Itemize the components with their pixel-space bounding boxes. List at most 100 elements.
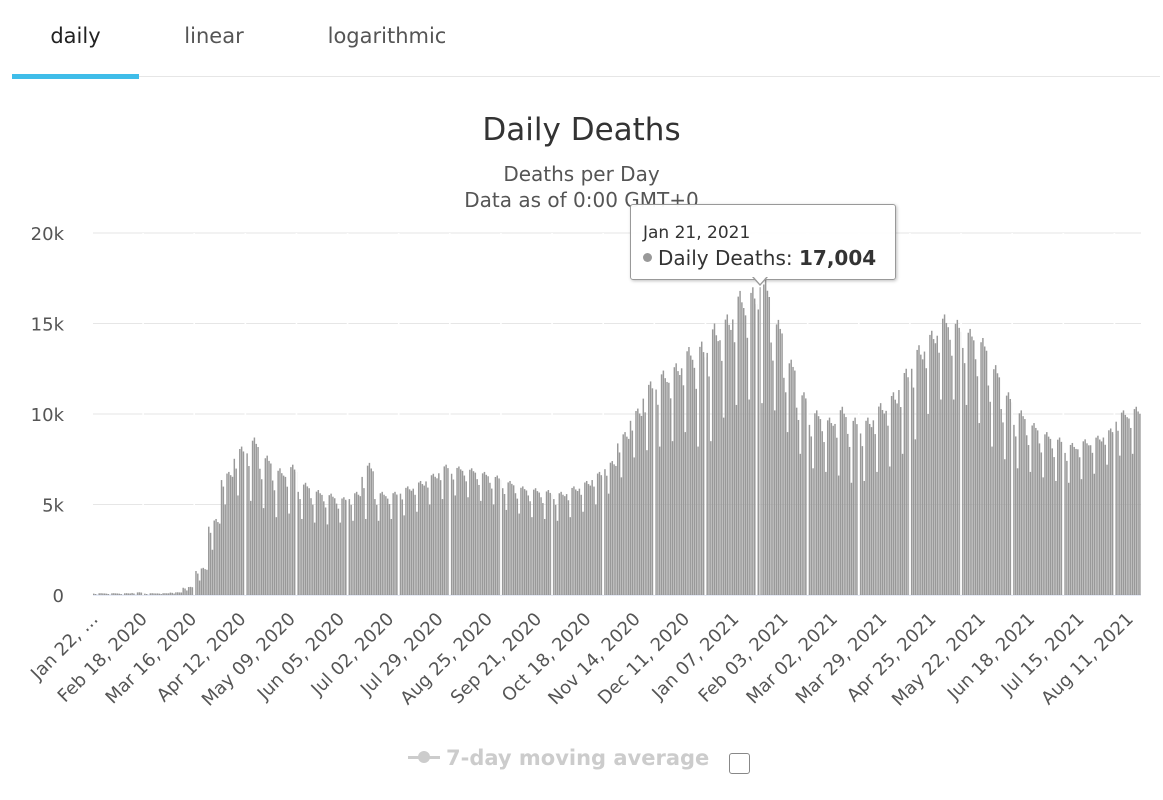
daily-bar[interactable] xyxy=(299,499,301,595)
daily-bar[interactable] xyxy=(133,593,135,595)
daily-bar[interactable] xyxy=(852,420,855,595)
daily-bar[interactable] xyxy=(228,471,230,595)
daily-bar[interactable] xyxy=(403,515,405,595)
daily-bar[interactable] xyxy=(974,359,977,595)
daily-bar[interactable] xyxy=(1027,445,1030,595)
daily-bar[interactable] xyxy=(553,499,555,595)
daily-bar[interactable] xyxy=(768,296,771,595)
daily-bar[interactable] xyxy=(584,482,586,595)
daily-bar[interactable] xyxy=(536,491,539,595)
daily-bar[interactable] xyxy=(467,497,469,595)
daily-bar[interactable] xyxy=(567,500,570,595)
daily-bar[interactable] xyxy=(138,592,141,595)
daily-bar[interactable] xyxy=(925,368,928,595)
daily-bar[interactable] xyxy=(646,450,648,595)
daily-bar[interactable] xyxy=(505,509,508,595)
daily-bar[interactable] xyxy=(266,455,268,595)
daily-bar[interactable] xyxy=(648,384,650,595)
daily-bar[interactable] xyxy=(470,468,473,595)
daily-bar[interactable] xyxy=(1075,448,1077,595)
daily-bar[interactable] xyxy=(695,388,697,595)
daily-bar[interactable] xyxy=(1053,457,1055,595)
daily-bar[interactable] xyxy=(834,423,836,595)
daily-bar[interactable] xyxy=(746,337,749,595)
daily-bar[interactable] xyxy=(317,490,320,595)
daily-bar[interactable] xyxy=(872,420,875,595)
daily-bar[interactable] xyxy=(1108,430,1110,595)
daily-bar[interactable] xyxy=(277,470,279,595)
daily-bar[interactable] xyxy=(290,467,292,595)
legend-moving-average[interactable]: 7-day moving average xyxy=(408,746,709,776)
daily-bar[interactable] xyxy=(195,571,197,595)
daily-bar[interactable] xyxy=(549,492,551,595)
daily-bar[interactable] xyxy=(270,463,272,595)
tab-daily[interactable]: daily xyxy=(50,24,101,48)
daily-bar[interactable] xyxy=(511,483,513,595)
daily-bar[interactable] xyxy=(447,468,449,595)
daily-bar[interactable] xyxy=(401,499,404,595)
daily-bar[interactable] xyxy=(341,498,343,595)
daily-bar[interactable] xyxy=(1004,459,1006,595)
daily-bar[interactable] xyxy=(1020,410,1022,595)
daily-bar[interactable] xyxy=(870,427,873,595)
daily-bar[interactable] xyxy=(523,489,526,595)
daily-bar[interactable] xyxy=(921,359,924,595)
daily-bar[interactable] xyxy=(522,486,524,595)
daily-bar[interactable] xyxy=(465,481,467,595)
daily-bar[interactable] xyxy=(436,478,438,595)
daily-bar[interactable] xyxy=(708,376,710,595)
daily-bar[interactable] xyxy=(357,494,360,595)
daily-bar[interactable] xyxy=(737,296,739,595)
daily-bar[interactable] xyxy=(425,481,427,595)
daily-bar[interactable] xyxy=(125,593,128,595)
daily-bar[interactable] xyxy=(153,593,155,595)
daily-bar[interactable] xyxy=(753,298,756,595)
daily-bar[interactable] xyxy=(487,476,489,595)
daily-bar[interactable] xyxy=(191,587,194,595)
daily-bar[interactable] xyxy=(675,363,677,595)
daily-bar[interactable] xyxy=(1038,443,1041,595)
daily-bar[interactable] xyxy=(901,453,904,595)
daily-bar[interactable] xyxy=(197,573,199,595)
daily-bar[interactable] xyxy=(993,369,995,595)
daily-bar[interactable] xyxy=(200,568,203,595)
daily-bar[interactable] xyxy=(324,507,327,595)
daily-bar[interactable] xyxy=(180,592,183,595)
daily-bar[interactable] xyxy=(1016,468,1019,595)
daily-bar[interactable] xyxy=(730,329,732,595)
daily-bar[interactable] xyxy=(129,593,131,595)
daily-bar[interactable] xyxy=(1040,452,1043,595)
daily-bar[interactable] xyxy=(607,493,610,595)
daily-bar[interactable] xyxy=(158,593,161,595)
daily-bar[interactable] xyxy=(1100,441,1103,595)
daily-bar[interactable] xyxy=(339,522,341,595)
daily-bar[interactable] xyxy=(998,377,1001,595)
daily-bar[interactable] xyxy=(932,339,935,595)
daily-bar[interactable] xyxy=(275,517,278,595)
daily-bar[interactable] xyxy=(176,592,179,595)
daily-bar[interactable] xyxy=(1057,439,1059,595)
daily-bar[interactable] xyxy=(976,376,979,595)
daily-bar[interactable] xyxy=(732,319,734,595)
daily-bar[interactable] xyxy=(313,522,316,595)
daily-bar[interactable] xyxy=(843,413,845,595)
daily-bar[interactable] xyxy=(934,343,937,595)
daily-bar[interactable] xyxy=(361,476,363,595)
daily-bar[interactable] xyxy=(480,500,482,595)
daily-bar[interactable] xyxy=(282,475,285,595)
daily-bar[interactable] xyxy=(233,458,236,595)
daily-bar[interactable] xyxy=(673,367,676,595)
daily-bar[interactable] xyxy=(235,468,237,595)
daily-bar[interactable] xyxy=(1130,427,1132,595)
daily-bar[interactable] xyxy=(321,494,323,595)
daily-bar[interactable] xyxy=(1131,453,1134,595)
daily-bar[interactable] xyxy=(722,417,725,595)
daily-bar[interactable] xyxy=(164,593,166,595)
daily-bar[interactable] xyxy=(686,351,688,595)
daily-bar[interactable] xyxy=(1024,419,1026,595)
daily-bar[interactable] xyxy=(414,494,416,595)
daily-bar[interactable] xyxy=(943,314,946,595)
daily-bar[interactable] xyxy=(956,319,959,595)
daily-bar[interactable] xyxy=(750,292,752,595)
daily-bar[interactable] xyxy=(575,489,577,595)
